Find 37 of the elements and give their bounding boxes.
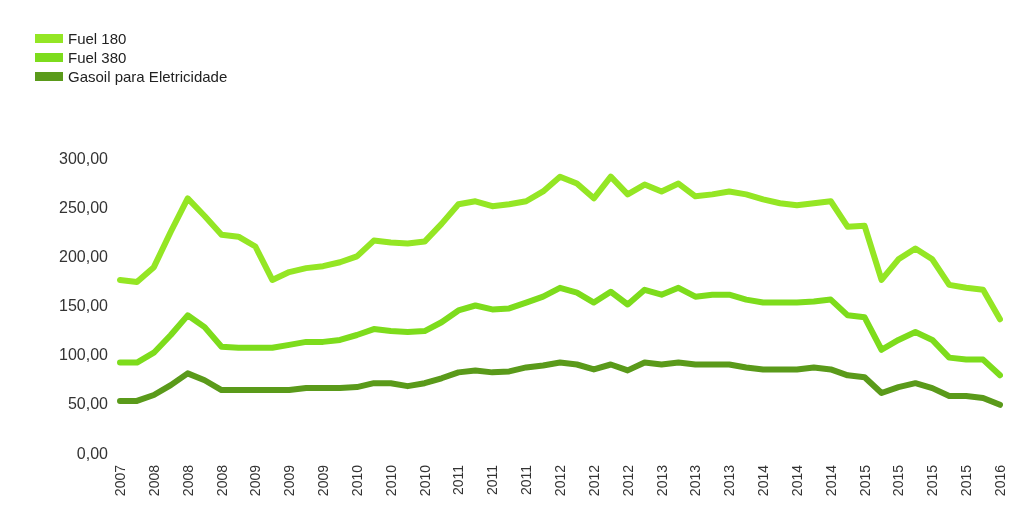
y-tick-label: 50,00 [67, 395, 109, 413]
x-tick-label: 2008 [179, 464, 196, 497]
x-tick-label: 2010 [382, 464, 399, 497]
legend-label: Fuel 180 [68, 30, 127, 47]
x-tick-label: 2007 [112, 464, 128, 497]
x-tick-label: 2014 [755, 464, 772, 497]
x-tick-label: 2015 [958, 464, 975, 497]
x-tick-label: 2011 [518, 464, 535, 496]
x-tick-label: 2013 [721, 464, 738, 497]
x-tick-label: 2008 [213, 464, 230, 497]
x-tick-label: 2013 [687, 464, 704, 497]
x-tick-label: 2014 [822, 464, 839, 497]
x-tick-label: 2009 [281, 464, 298, 497]
x-tick-label: 2015 [856, 464, 873, 497]
x-tick-label: 2016 [992, 464, 1008, 497]
x-tick-label: 2015 [890, 464, 907, 497]
y-tick-label: 250,00 [59, 198, 109, 216]
x-tick-label: 2010 [416, 464, 433, 497]
legend-label: Gasoil para Eletricidade [68, 68, 228, 85]
x-tick-label: 2014 [788, 464, 805, 497]
x-tick-label: 2008 [145, 464, 162, 497]
x-tick-label: 2013 [653, 464, 670, 497]
legend-label: Fuel 380 [68, 49, 127, 66]
x-tick-label: 2009 [315, 464, 332, 497]
y-tick-label: 100,00 [59, 346, 109, 364]
x-tick-label: 2012 [585, 464, 602, 497]
x-tick-label: 2011 [450, 464, 467, 496]
y-tick-label: 300,00 [59, 149, 109, 167]
y-tick-label: 0,00 [76, 444, 109, 462]
x-tick-label: 2015 [924, 464, 941, 497]
x-tick-label: 2011 [484, 464, 501, 496]
x-tick-label: 2009 [247, 464, 264, 497]
y-tick-label: 200,00 [59, 247, 109, 265]
x-tick-label: 2010 [348, 464, 365, 497]
x-tick-label: 2012 [619, 464, 636, 497]
y-tick-label: 150,00 [59, 297, 109, 314]
x-tick-label: 2012 [552, 464, 568, 497]
